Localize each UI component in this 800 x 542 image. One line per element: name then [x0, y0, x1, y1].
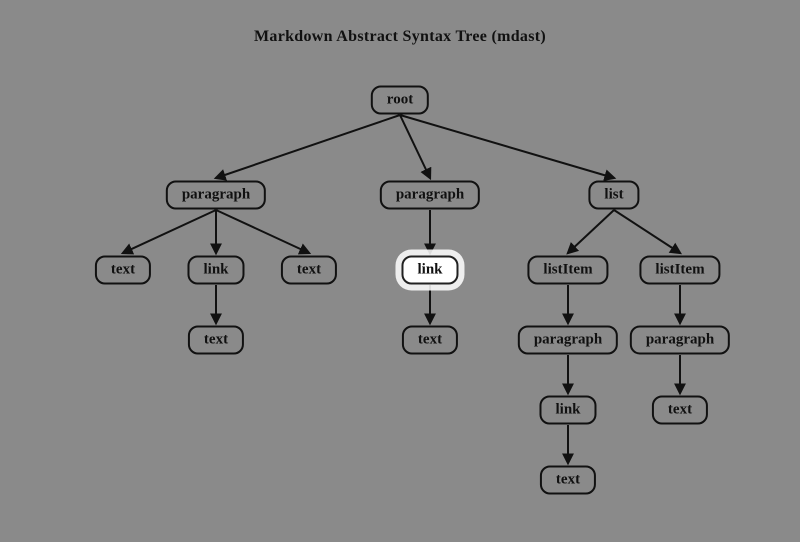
node-p2_link: link: [401, 256, 458, 285]
node-li2_para: paragraph: [630, 326, 730, 355]
node-li1: listItem: [527, 256, 608, 285]
diagram-title: Markdown Abstract Syntax Tree (mdast): [0, 28, 800, 46]
edge-list-to-li2: [614, 210, 680, 253]
node-list: list: [588, 181, 639, 210]
edge-root-to-para1: [216, 115, 400, 178]
node-root: root: [371, 86, 429, 115]
node-p1_link: link: [187, 256, 244, 285]
node-p1_text2: text: [281, 256, 337, 285]
node-p1_link_text: text: [188, 326, 244, 355]
node-li2_text: text: [652, 396, 708, 425]
node-para2: paragraph: [380, 181, 480, 210]
edge-para1-to-p1_text1: [123, 210, 216, 253]
node-para1: paragraph: [166, 181, 266, 210]
node-p2_link_text: text: [402, 326, 458, 355]
edge-para1-to-p1_text2: [216, 210, 309, 253]
node-li1_link: link: [539, 396, 596, 425]
edge-root-to-list: [400, 115, 614, 178]
node-li1_link_text: text: [540, 466, 596, 495]
node-li1_para: paragraph: [518, 326, 618, 355]
edge-list-to-li1: [568, 210, 614, 253]
node-p1_text1: text: [95, 256, 151, 285]
mdast-diagram: Markdown Abstract Syntax Tree (mdast) ro…: [0, 0, 800, 542]
edge-root-to-para2: [400, 115, 430, 178]
node-li2: listItem: [639, 256, 720, 285]
